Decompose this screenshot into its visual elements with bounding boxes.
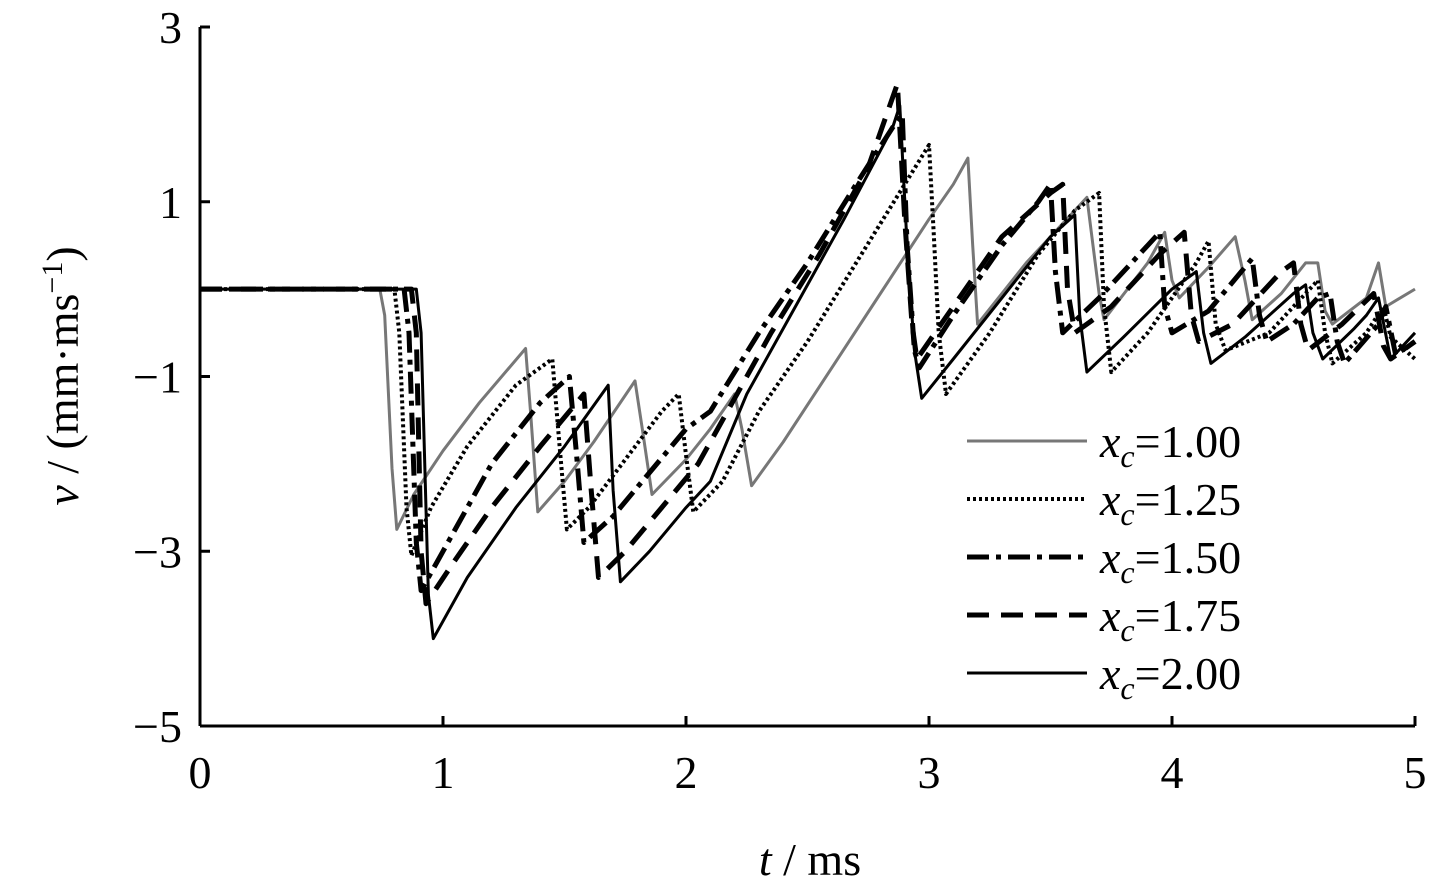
- x-tick-label: 1: [432, 747, 455, 798]
- x-tick-label: 0: [189, 747, 212, 798]
- x-axis-label: t / ms: [759, 834, 861, 885]
- legend-label-2: xc=1.25: [1099, 474, 1241, 532]
- y-tick-label: −1: [133, 352, 182, 403]
- x-tick-label: 2: [675, 747, 698, 798]
- x-axis-variable: t: [759, 834, 773, 885]
- x-ticks: 0 1 2 3 4 5: [189, 716, 1427, 798]
- y-tick-label: −5: [133, 701, 182, 752]
- y-tick-label: 1: [159, 177, 182, 228]
- y-tick-label: −3: [133, 526, 182, 577]
- legend-label-5: xc=2.00: [1099, 648, 1241, 706]
- series-line-5: [200, 104, 1417, 641]
- y-axis-label: v / (mm·ms−1): [36, 246, 88, 505]
- x-tick-label: 5: [1404, 747, 1427, 798]
- series-line-4: [200, 81, 1417, 607]
- y-tick-label: 3: [159, 2, 182, 53]
- x-tick-label: 3: [918, 747, 941, 798]
- y-axis-unit-exponent: −1: [36, 262, 69, 294]
- series-line-1: [200, 156, 1416, 531]
- legend-label-4: xc=1.75: [1099, 590, 1241, 648]
- series-line-3: [200, 111, 1417, 594]
- legend-label-1: xc=1.00: [1099, 416, 1241, 474]
- y-ticks: −5 −3 −1 1 3: [133, 2, 210, 752]
- series-line-2: [200, 143, 1417, 558]
- x-tick-label: 4: [1161, 747, 1184, 798]
- y-axis-unit: / (mm·ms: [37, 294, 88, 486]
- axes: 0 1 2 3 4 5 −5 −3 −1 1 3: [133, 2, 1426, 798]
- y-axis-variable: v: [37, 485, 88, 506]
- legend-label-3: xc=1.50: [1099, 532, 1241, 590]
- plot-area: [200, 81, 1417, 641]
- y-axis-unit-close: ): [37, 246, 88, 261]
- x-axis-unit: / ms: [772, 834, 861, 885]
